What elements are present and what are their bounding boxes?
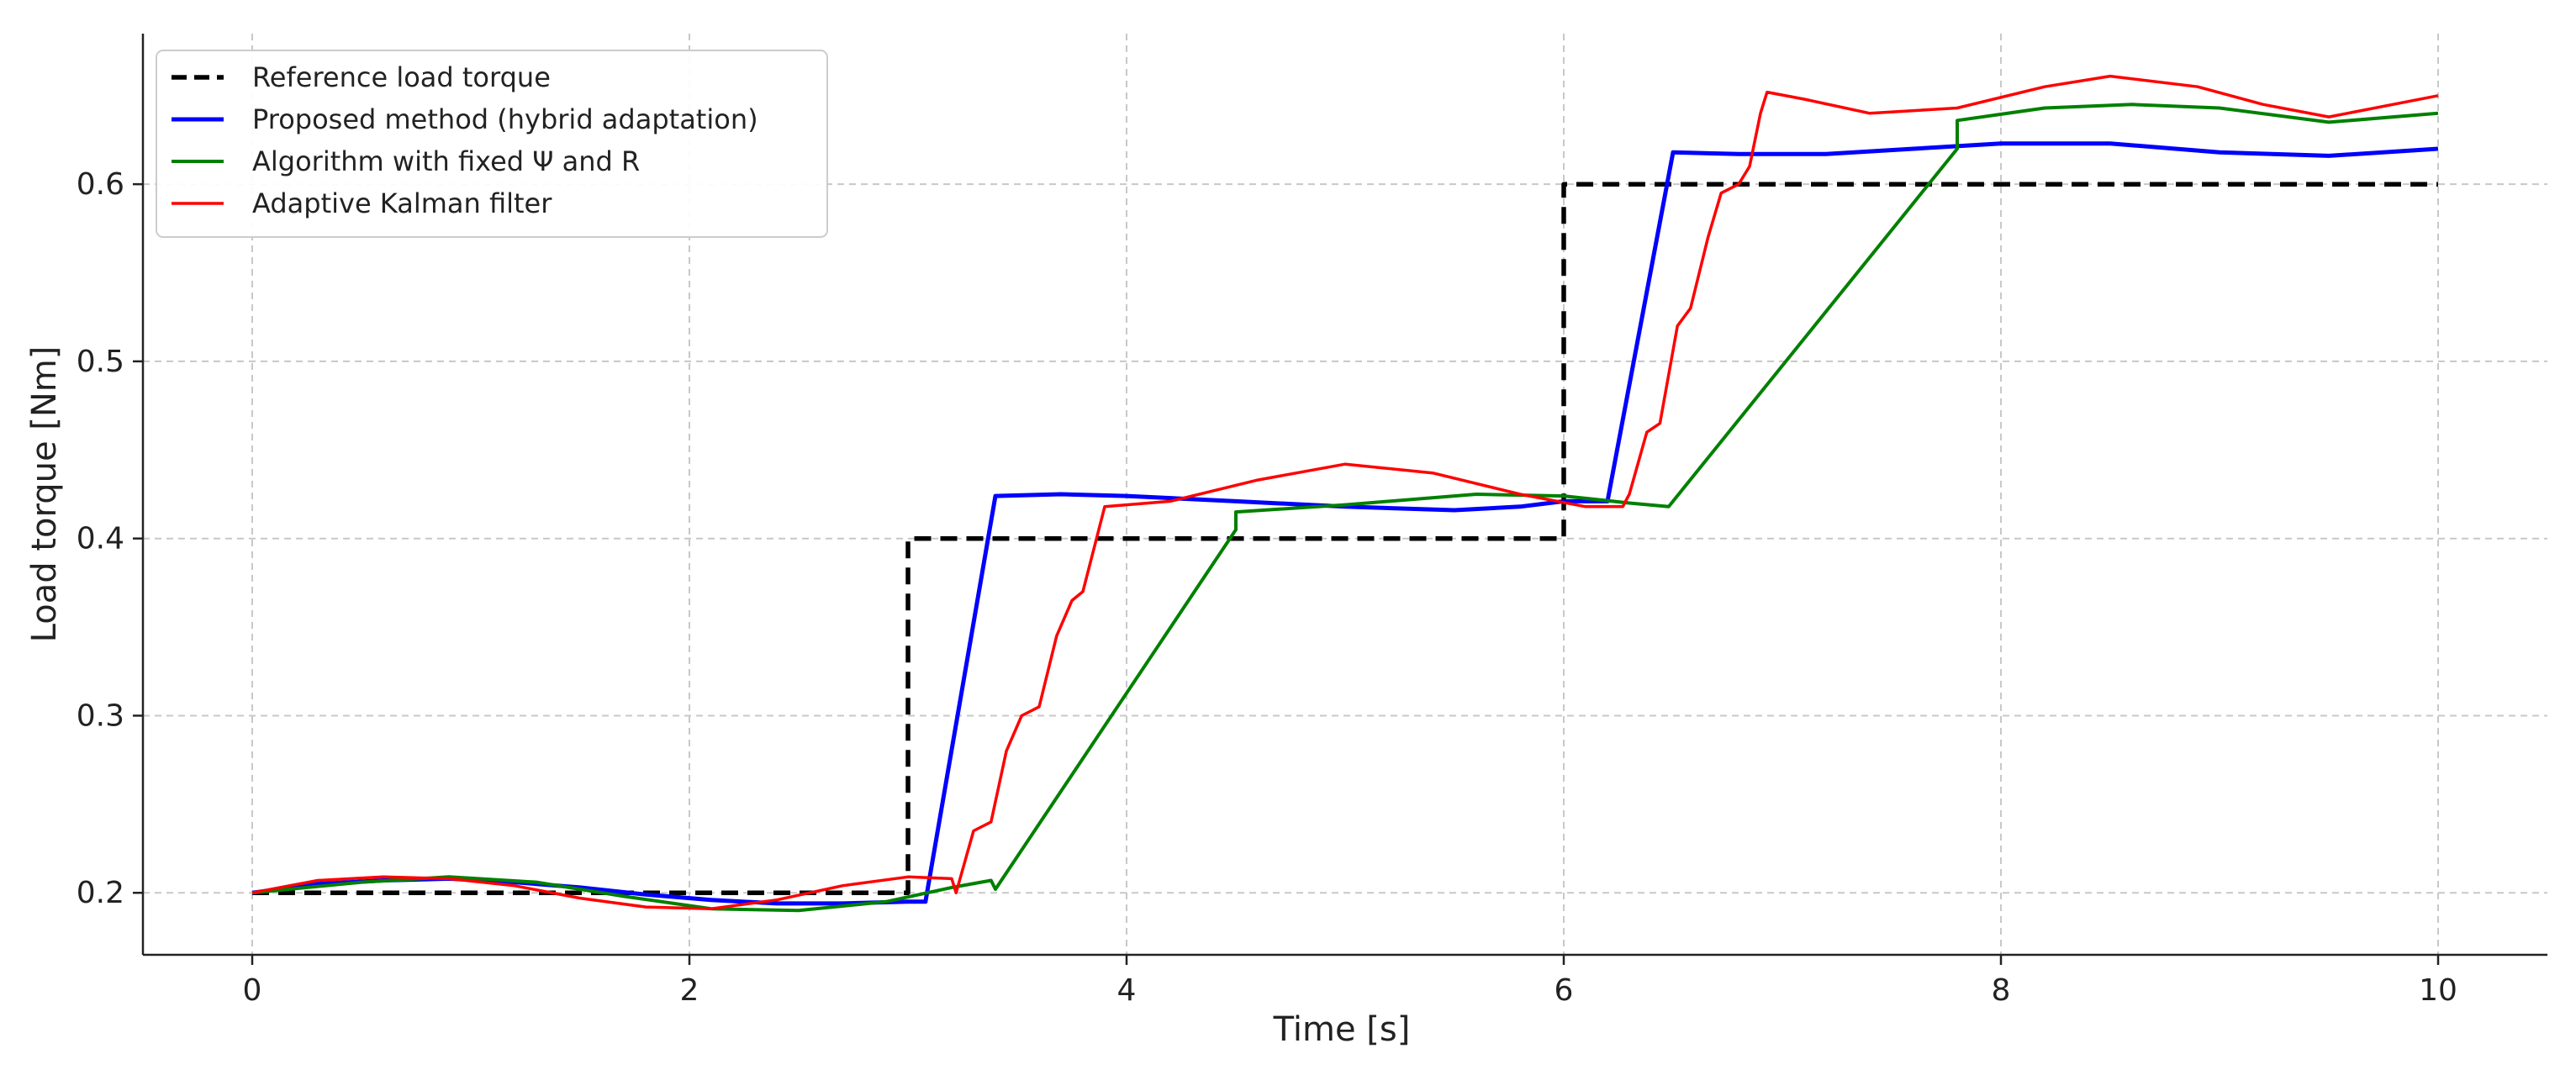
y-tick-label: 0.4 [77,522,124,556]
y-axis-label: Load torque [Nm] [25,346,64,643]
x-tick-label: 2 [680,973,699,1008]
y-tick-label: 0.2 [77,876,124,910]
legend-label-2: Proposed method (hybrid adaptation) [252,103,758,135]
y-tick-label: 0.5 [77,345,124,379]
legend-frame [156,50,828,238]
x-tick-label: 8 [1992,973,2011,1008]
x-axis-label: Time [s] [1273,1010,1411,1049]
y-tick-label: 0.3 [77,698,124,733]
legend-label-1: Reference load torque [252,61,551,93]
x-tick-label: 0 [243,973,262,1008]
series-line-1 [252,182,2438,895]
series-line-3 [251,103,2439,913]
series-group [251,74,2439,913]
ticks: 0 2 4 6 8 10 0.2 0.3 0.4 0.5 0.6 [77,167,2457,1008]
x-tick-label: 4 [1117,973,1137,1008]
series-line-4 [251,74,2439,910]
legend: Reference load torque Proposed method (hy… [156,50,828,238]
x-tick-label: 10 [2419,973,2457,1008]
axes [141,34,2547,956]
y-tick-label: 0.6 [77,167,124,202]
legend-label-3: Algorithm with fixed Ψ and R [252,145,640,177]
x-tick-label: 6 [1555,973,1574,1008]
legend-label-4: Adaptive Kalman filter [252,187,552,219]
